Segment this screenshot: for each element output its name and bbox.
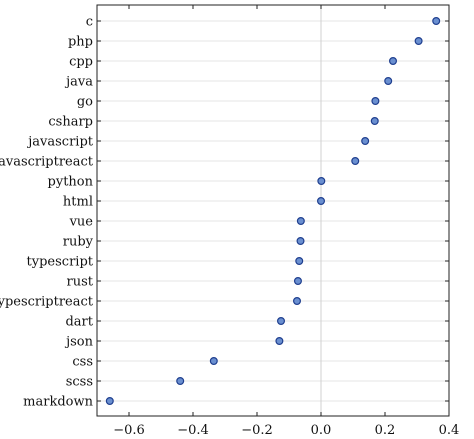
- y-tick-label-css: css: [72, 355, 93, 370]
- y-tick-label-csharp: csharp: [48, 115, 93, 130]
- y-tick-label-html: html: [63, 195, 93, 210]
- plot-frame: [96, 4, 450, 417]
- data-points: [105, 17, 441, 406]
- x-tick-label-0: −0.6: [113, 423, 145, 438]
- y-tick-label-java: java: [64, 75, 93, 90]
- y-tick-label-c: c: [86, 15, 93, 30]
- y-tick-label-vue: vue: [69, 215, 94, 230]
- point-cpp: [389, 56, 398, 65]
- point-javascript: [361, 137, 370, 146]
- point-json: [275, 337, 284, 346]
- x-tick-label-3: 0.0: [311, 423, 332, 438]
- point-java: [384, 76, 393, 85]
- y-tick-label-scss: scss: [66, 375, 93, 390]
- y-tick-label-javascript: javascript: [26, 135, 94, 150]
- point-ruby: [296, 237, 305, 246]
- point-html: [317, 197, 326, 206]
- y-tick-label-json: json: [64, 335, 94, 350]
- y-tick-label-go: go: [77, 95, 93, 110]
- point-go: [371, 96, 380, 105]
- point-csharp: [370, 116, 379, 125]
- y-tick-label-python: python: [48, 175, 94, 190]
- y-tick-label-php: php: [68, 35, 93, 50]
- point-python: [317, 177, 326, 186]
- y-tick-label-typescriptreact: typescriptreact: [0, 295, 94, 310]
- point-c: [432, 17, 441, 26]
- point-typescript: [295, 257, 304, 266]
- y-tick-label-javascriptreact: javascriptreact: [0, 155, 94, 170]
- y-ticks: c php cpp java go csharp javascript javascriptr…: [0, 15, 449, 410]
- x-tick-label-1: −0.4: [177, 423, 209, 438]
- point-markdown: [105, 397, 114, 406]
- grid-lines: [97, 20, 449, 402]
- x-tick-label-4: 0.2: [375, 423, 396, 438]
- y-tick-label-markdown: markdown: [23, 395, 93, 410]
- x-ticks: −0.6 −0.4 −0.2 0.0 0.2 0.4: [113, 5, 459, 438]
- y-tick-label-rust: rust: [67, 275, 94, 290]
- y-tick-label-ruby: ruby: [63, 235, 94, 250]
- point-vue: [296, 217, 305, 226]
- point-rust: [293, 277, 302, 286]
- x-tick-label-5: 0.4: [439, 423, 460, 438]
- point-javascriptreact: [351, 157, 360, 166]
- point-css: [209, 357, 218, 366]
- point-dart: [277, 317, 286, 326]
- point-typescriptreact: [293, 297, 302, 306]
- y-tick-label-dart: dart: [65, 315, 93, 330]
- x-tick-label-2: −0.2: [241, 423, 273, 438]
- y-tick-label-typescript: typescript: [27, 255, 94, 270]
- point-php: [414, 36, 423, 45]
- point-scss: [176, 377, 185, 386]
- y-tick-label-cpp: cpp: [69, 55, 93, 70]
